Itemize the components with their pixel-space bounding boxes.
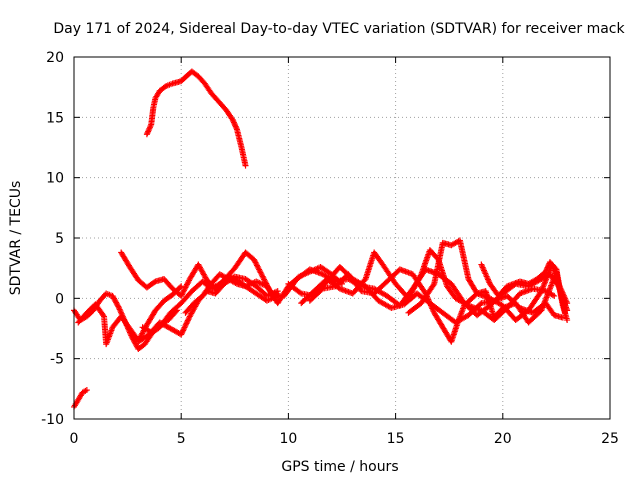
data-point bbox=[231, 120, 238, 127]
data-point bbox=[184, 319, 191, 326]
data-point bbox=[147, 122, 154, 129]
data-point bbox=[229, 116, 236, 123]
x-tick-label: 20 bbox=[494, 431, 512, 447]
y-tick-label: -10 bbox=[41, 412, 64, 428]
y-tick-label: -5 bbox=[50, 352, 64, 368]
data-point bbox=[477, 301, 484, 308]
data-point bbox=[430, 282, 437, 289]
x-axis-label: GPS time / hours bbox=[281, 459, 398, 475]
x-tick-label: 0 bbox=[70, 431, 79, 447]
data-point bbox=[182, 323, 189, 330]
y-axis-label: SDTVAR / TECUs bbox=[8, 181, 24, 296]
data-point bbox=[178, 331, 185, 338]
y-tick-label: 0 bbox=[55, 291, 64, 307]
data-point bbox=[242, 162, 249, 169]
y-tick-label: 20 bbox=[46, 50, 64, 66]
data-point bbox=[146, 124, 153, 131]
x-tick-label: 15 bbox=[387, 431, 405, 447]
data-point bbox=[178, 330, 185, 337]
data-point bbox=[230, 119, 237, 126]
data-point bbox=[145, 128, 152, 135]
data-point bbox=[542, 268, 549, 275]
data-point bbox=[146, 125, 153, 132]
data-points bbox=[71, 68, 571, 410]
data-point bbox=[185, 316, 192, 323]
y-tick-label: 15 bbox=[46, 110, 64, 126]
data-point bbox=[232, 123, 239, 130]
data-point bbox=[564, 317, 571, 324]
data-point bbox=[274, 288, 281, 295]
data-point bbox=[177, 284, 184, 291]
data-point bbox=[145, 127, 152, 134]
data-point bbox=[551, 292, 558, 299]
data-point bbox=[233, 125, 240, 132]
data-point bbox=[83, 387, 90, 394]
data-point bbox=[183, 320, 190, 327]
x-tick-label: 10 bbox=[279, 431, 297, 447]
data-point bbox=[144, 129, 151, 136]
data-point bbox=[296, 289, 303, 296]
data-point bbox=[143, 131, 150, 138]
data-point bbox=[100, 312, 107, 319]
chart-title: Day 171 of 2024, Sidereal Day-to-day VTE… bbox=[53, 21, 625, 37]
data-point bbox=[180, 325, 187, 332]
data-point bbox=[545, 263, 552, 270]
x-tick-label: 25 bbox=[601, 431, 619, 447]
data-point bbox=[561, 309, 568, 316]
data-point bbox=[181, 324, 188, 331]
data-point bbox=[543, 267, 550, 274]
data-point bbox=[182, 321, 189, 328]
data-point bbox=[543, 266, 550, 273]
data-point bbox=[552, 265, 559, 272]
axis-ticks: 0 5 10 15 20 25 -10 -5 0 5 10 15 20 bbox=[41, 50, 619, 447]
data-point bbox=[318, 286, 325, 293]
data-point bbox=[544, 264, 551, 271]
y-tick-label: 5 bbox=[55, 231, 64, 247]
data-point bbox=[151, 279, 158, 286]
data-point bbox=[230, 118, 237, 125]
data-point bbox=[184, 317, 191, 324]
x-tick-label: 5 bbox=[177, 431, 186, 447]
data-point bbox=[179, 328, 186, 335]
data-point bbox=[178, 283, 185, 290]
y-tick-label: 10 bbox=[46, 171, 64, 187]
data-point bbox=[115, 303, 122, 310]
data-point bbox=[180, 327, 187, 334]
data-point bbox=[232, 122, 239, 129]
grid-lines bbox=[74, 57, 610, 419]
